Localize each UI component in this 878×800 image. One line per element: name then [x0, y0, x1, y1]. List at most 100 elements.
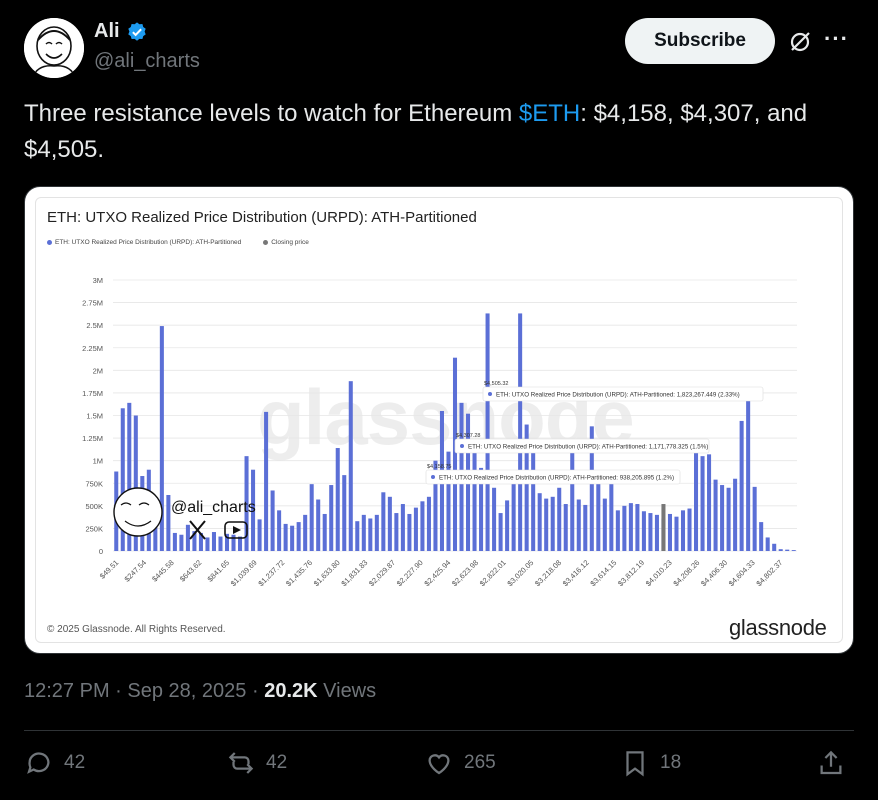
x-tick-label: $4,208.26 — [671, 558, 701, 588]
x-tick-label: $1,039.69 — [229, 558, 259, 588]
chart-copyright: © 2025 Glassnode. All Rights Reserved. — [47, 624, 226, 635]
tooltip-text: ETH: UTXO Realized Price Distribution (U… — [468, 444, 708, 451]
views-count: 20.2K — [264, 680, 318, 702]
chart-bar — [446, 451, 451, 551]
chart-bar — [361, 514, 366, 551]
reply-count: 42 — [64, 752, 86, 773]
stamp-handle: @ali_charts — [171, 499, 256, 516]
chart-bar — [544, 498, 549, 551]
chart-bar — [133, 415, 138, 551]
heart-icon — [428, 754, 450, 775]
chart-bar — [583, 504, 588, 551]
x-tick-label: $2,227.90 — [395, 558, 425, 588]
chart-bar — [752, 486, 757, 551]
user-handle[interactable]: @ali_charts — [94, 50, 200, 72]
tweet-text: Three resistance levels to watch for Eth… — [24, 96, 854, 168]
chart-bar — [557, 487, 562, 551]
chart-bar — [778, 549, 783, 551]
chart-bar — [726, 487, 731, 551]
tooltip-price: $4,158.75 — [427, 464, 451, 470]
chart-bar — [368, 518, 373, 551]
divider — [24, 730, 854, 731]
cashtag-link[interactable]: $ETH — [518, 100, 581, 127]
chart-bar — [348, 381, 353, 551]
chart-bar — [166, 494, 171, 551]
chart-bar — [537, 493, 542, 551]
chart-bar — [472, 442, 477, 551]
chart-bar — [505, 500, 510, 551]
like-button[interactable]: 265 — [424, 748, 496, 778]
chart-bar — [172, 532, 177, 551]
chart-bar — [654, 514, 659, 551]
youtube-icon — [224, 521, 248, 539]
grok-icon[interactable] — [788, 30, 812, 54]
like-count: 265 — [464, 752, 496, 773]
glassnode-logo: glassnode — [729, 615, 827, 640]
chart-bar — [739, 420, 744, 551]
y-tick-label: 1.5M — [86, 412, 103, 421]
tweet-media-image[interactable]: glassnode ETH: UTXO Realized Price Distr… — [24, 186, 854, 654]
tweet-meta: 12:27 PM · Sep 28, 2025 · 20.2K Views — [24, 680, 376, 703]
bookmark-button[interactable]: 18 — [620, 748, 681, 778]
x-tick-label: $4,406.30 — [699, 558, 729, 588]
tooltip-price: $4,505.32 — [484, 381, 508, 387]
chart-bar — [159, 326, 164, 551]
tooltip-box — [482, 386, 764, 402]
subscribe-button[interactable]: Subscribe — [625, 18, 775, 64]
chart-bar — [303, 514, 308, 551]
share-icon — [820, 750, 842, 775]
chart-bar — [316, 499, 321, 551]
display-name[interactable]: Ali — [94, 20, 120, 42]
x-tick-label: $247.54 — [123, 558, 149, 584]
x-tick-label: $3,812.19 — [616, 558, 646, 588]
chart-bar — [524, 424, 529, 551]
chart-bar — [628, 503, 633, 551]
more-icon[interactable]: ··· — [824, 26, 849, 51]
tooltip-price: $4,307.28 — [456, 433, 480, 439]
y-tick-label: 2.75M — [82, 299, 103, 308]
chart-bar — [120, 408, 125, 551]
y-tick-label: 2.5M — [86, 321, 103, 330]
tweet-time[interactable]: 12:27 PM — [24, 680, 110, 702]
chart-bar — [635, 504, 640, 551]
chart-bar — [244, 456, 249, 551]
x-tick-label: $3,218.08 — [533, 558, 563, 588]
tweet-text-part: : $4,158, $4,307, and $4,505. — [24, 100, 808, 163]
chart-bar — [563, 504, 568, 551]
bookmark-count: 18 — [660, 752, 682, 773]
tweet-date[interactable]: Sep 28, 2025 — [127, 680, 247, 702]
reply-icon — [27, 752, 50, 774]
chart-bar — [355, 521, 360, 551]
chart-bar — [602, 498, 607, 551]
chart-bar — [713, 479, 718, 551]
y-tick-label: 0 — [99, 547, 103, 556]
chart-bar — [257, 519, 262, 551]
x-tick-label: $445.58 — [150, 558, 176, 584]
chart-bar — [518, 313, 523, 551]
tooltip-box — [425, 469, 681, 485]
chart-bar — [309, 484, 314, 551]
chart-bar — [296, 522, 301, 551]
chart-bar — [420, 501, 425, 551]
stamp-face — [120, 502, 152, 527]
x-tick-label: $3,614.15 — [588, 558, 618, 588]
chart-bar — [609, 482, 614, 551]
chart-bar — [381, 492, 386, 551]
chart-bar — [576, 499, 581, 551]
tooltip-text: ETH: UTXO Realized Price Distribution (U… — [439, 475, 674, 482]
avatar[interactable] — [24, 18, 84, 78]
legend-swatch — [263, 239, 269, 245]
chart-bar — [394, 513, 399, 551]
chart-bar — [185, 524, 190, 551]
repost-button[interactable]: 42 — [226, 748, 287, 778]
chart-bar — [231, 534, 236, 551]
share-button[interactable] — [816, 748, 846, 778]
y-tick-label: 1.25M — [82, 434, 103, 443]
chart-bar — [531, 442, 536, 551]
legend-swatch — [47, 239, 52, 245]
reply-button[interactable]: 42 — [24, 748, 85, 778]
chart-bar — [264, 411, 269, 551]
legend-label: ETH: UTXO Realized Price Distribution (U… — [55, 239, 242, 246]
x-tick-label: $3,416.12 — [561, 558, 591, 588]
bookmark-icon — [626, 751, 644, 777]
